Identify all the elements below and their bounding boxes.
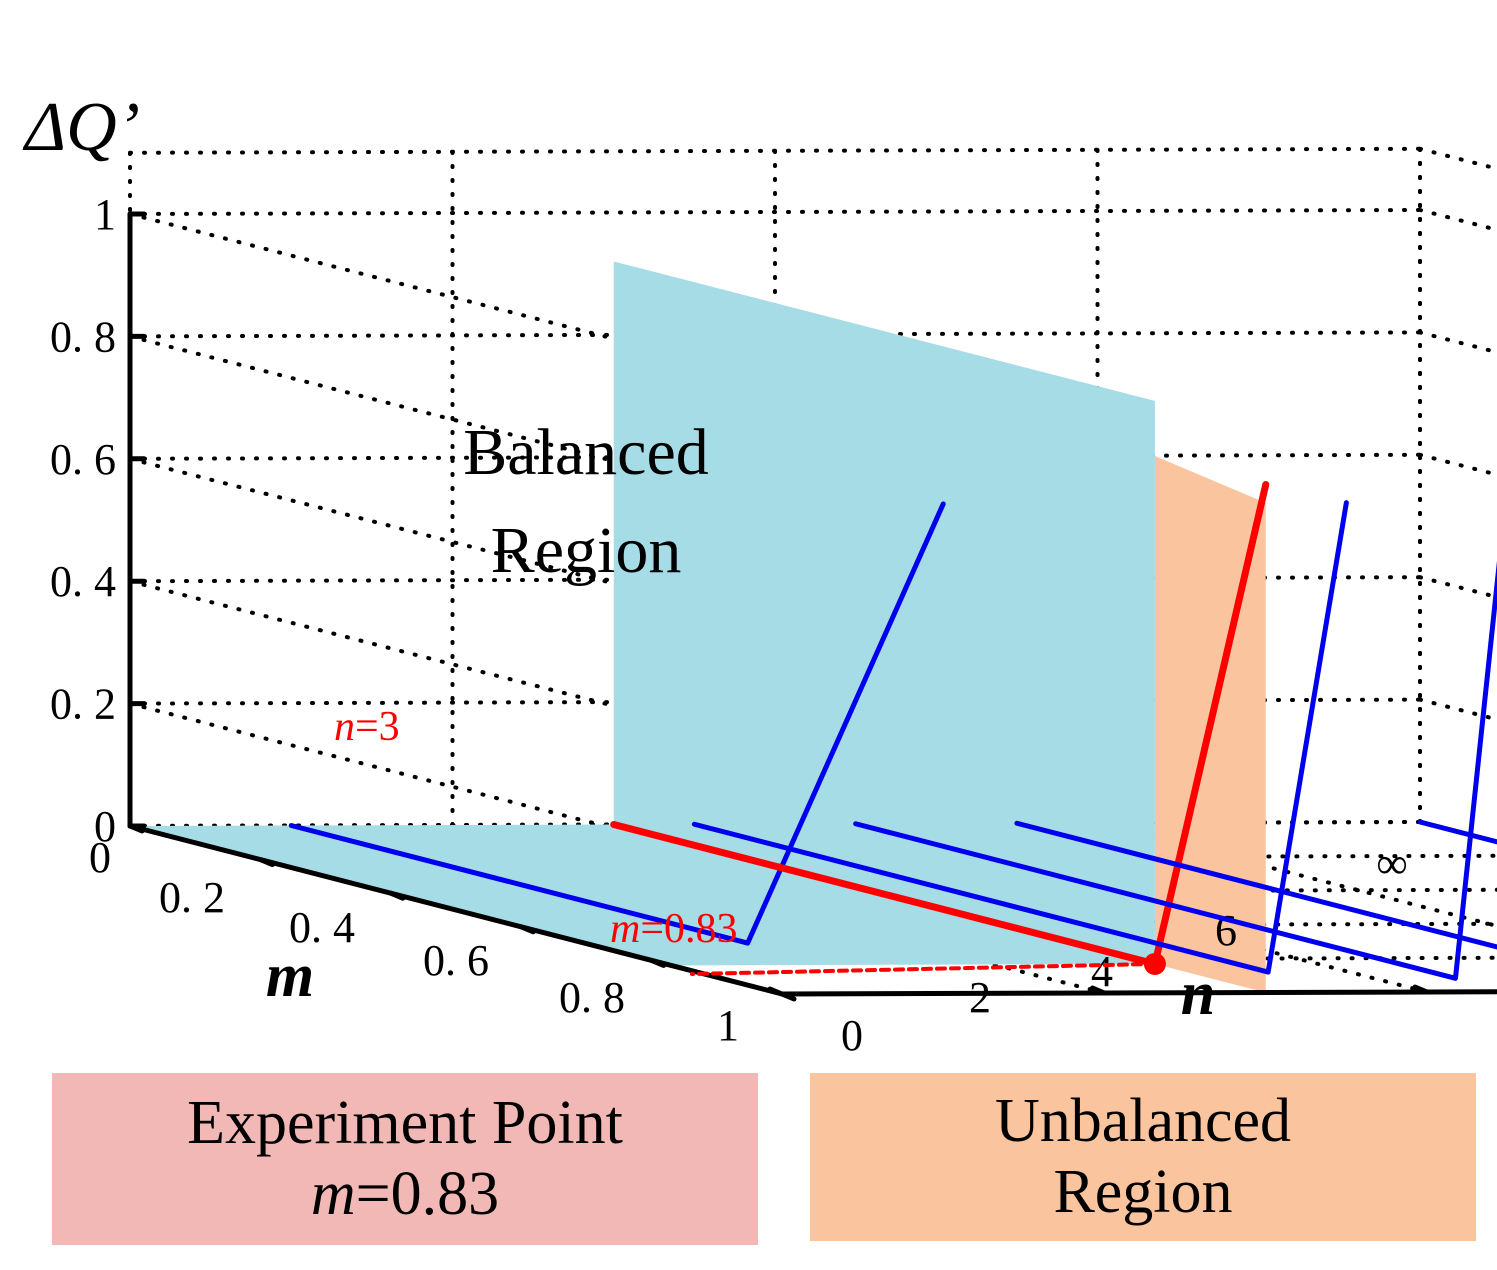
series-curve — [853, 560, 1497, 981]
m-annotation: m=0.83 — [610, 906, 738, 952]
legend-experiment-point: Experiment Point m=0.83 — [52, 1073, 758, 1245]
legend-experiment-line1: Experiment Point — [187, 1088, 623, 1157]
n-tick-label: 6 — [1215, 906, 1237, 955]
grid-line — [128, 146, 1422, 155]
balanced-region-label-line1: Balanced — [463, 416, 709, 489]
z-tick-label: 0. 8 — [50, 312, 116, 361]
legend-experiment-value: =0.83 — [355, 1160, 500, 1228]
m-tick — [518, 924, 536, 935]
n-tick-label: 0 — [841, 1011, 863, 1060]
m-annotation-italic: m — [610, 906, 640, 952]
n-tick — [767, 986, 785, 997]
z-axis-label: ΔQ’ — [22, 89, 140, 166]
series-curve — [1014, 820, 1497, 950]
grid-line — [1418, 208, 1497, 232]
series-curve — [288, 501, 946, 946]
series-curve — [691, 500, 1349, 975]
balanced-region-label-line2: Region — [491, 514, 682, 587]
m-tick — [649, 957, 667, 968]
balanced-wall — [613, 261, 1155, 964]
m-tick-label: 1 — [717, 1001, 739, 1050]
curves — [288, 481, 1497, 981]
n-axis-label: n — [1181, 960, 1215, 1028]
n-axis-line — [779, 989, 1497, 997]
m-tick-label: 0 — [89, 833, 111, 882]
z-tick-label: 0. 6 — [50, 435, 116, 484]
m-tick-label: 0. 6 — [423, 936, 489, 985]
m-tick-label: 0. 8 — [559, 973, 625, 1022]
experiment-point — [1143, 952, 1166, 975]
legend-experiment-line2: m=0.83 — [311, 1159, 499, 1230]
m-axis-label: m — [266, 942, 314, 1010]
n-annotation-value: =3 — [355, 704, 400, 750]
z-tick-label: 1 — [94, 190, 116, 239]
grid-line — [1418, 146, 1497, 171]
m-tick — [388, 890, 406, 901]
m-tick-label: 0. 2 — [159, 873, 225, 922]
m-tick-label: 0. 4 — [289, 903, 355, 952]
n-tick-label: 2 — [969, 973, 991, 1022]
grid-line — [128, 208, 1422, 216]
legend-experiment-italic: m — [310, 1160, 356, 1228]
regions — [130, 261, 1266, 993]
legend-unbalanced-region: Unbalanced Region — [810, 1073, 1476, 1241]
z-tick-label: 0. 4 — [50, 557, 116, 606]
legend-unbalanced-line1: Unbalanced — [994, 1086, 1292, 1155]
grid-line — [1418, 330, 1497, 355]
n-annotation: n=3 — [334, 704, 400, 750]
z-tick-label: 0 — [94, 802, 116, 851]
axes: 0 0. 2 0. 4 0. 6 0. 8 1 0 0. 2 0. 4 0. 6 0. 8 1 0 2 4 6… — [50, 190, 1497, 1060]
legend-unbalanced-line2: Region — [1053, 1158, 1233, 1226]
n-annotation-italic: n — [334, 704, 355, 750]
m-annotation-value: =0.83 — [640, 906, 737, 952]
m-tick — [127, 823, 145, 834]
n-tick — [1090, 985, 1107, 996]
balanced-floor — [130, 824, 1155, 966]
m-axis-line — [127, 823, 785, 997]
z-tick-label: 0. 2 — [50, 680, 116, 729]
n-tick-label: ∞ — [1376, 839, 1407, 888]
grid-line — [1418, 697, 1497, 722]
experiment-guide — [690, 961, 1157, 976]
grid-line — [1418, 452, 1497, 477]
n-tick — [1412, 984, 1430, 995]
n-tick-label: 4 — [1091, 947, 1113, 996]
grid-line — [1418, 575, 1497, 600]
m-tick — [257, 857, 275, 868]
grid-line — [649, 955, 1497, 963]
